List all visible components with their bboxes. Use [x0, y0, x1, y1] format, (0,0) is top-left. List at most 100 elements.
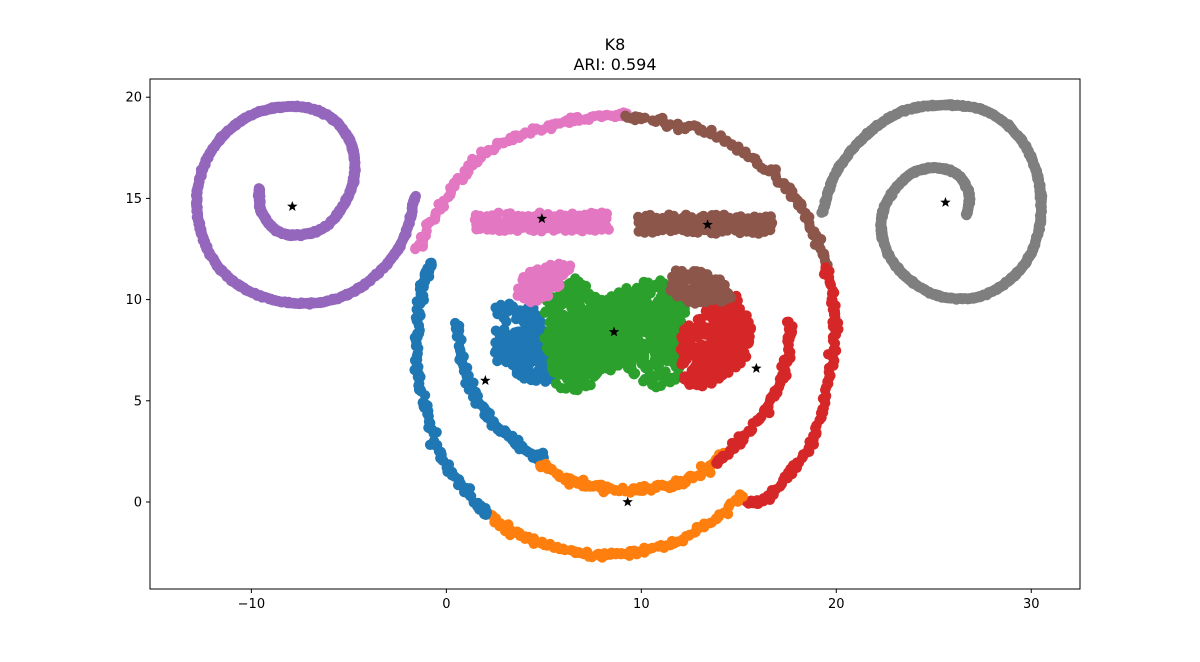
data-point — [521, 284, 532, 295]
data-point — [827, 331, 839, 343]
data-point — [720, 343, 732, 354]
data-point — [624, 550, 635, 561]
data-point — [545, 268, 556, 279]
data-point — [547, 302, 558, 314]
data-point — [449, 471, 460, 482]
data-point — [593, 548, 604, 559]
data-point — [526, 374, 537, 386]
data-point — [536, 451, 547, 462]
data-point — [529, 319, 540, 330]
data-point — [608, 342, 619, 353]
data-point — [550, 118, 562, 129]
data-point — [759, 164, 770, 175]
data-point — [638, 281, 650, 292]
data-point — [435, 446, 446, 457]
chart-subtitle: ARI: 0.594 — [573, 55, 656, 74]
data-point — [612, 110, 624, 122]
data-point — [661, 340, 672, 351]
data-point — [514, 305, 526, 316]
data-point — [415, 231, 427, 243]
data-point — [682, 269, 694, 280]
data-point — [817, 250, 829, 261]
y-tick-label: 15 — [125, 192, 142, 207]
data-point — [771, 384, 783, 395]
data-point — [695, 315, 706, 327]
data-point — [817, 393, 829, 404]
x-tick-label: −10 — [238, 597, 265, 612]
data-point — [743, 332, 754, 344]
data-point — [550, 378, 562, 389]
data-point — [726, 437, 738, 449]
data-point — [554, 543, 565, 555]
data-point — [615, 303, 627, 315]
data-point — [576, 371, 587, 383]
data-point — [751, 158, 763, 170]
data-point — [725, 292, 737, 303]
data-point — [683, 339, 694, 350]
data-point — [722, 508, 734, 520]
data-point — [649, 354, 660, 366]
data-point — [697, 296, 708, 307]
data-point — [781, 316, 793, 328]
data-point — [528, 533, 540, 544]
data-point — [655, 291, 667, 303]
data-point — [650, 382, 662, 393]
data-point — [669, 299, 680, 310]
data-point — [804, 223, 815, 234]
data-point — [556, 266, 567, 277]
data-point — [610, 549, 621, 560]
data-point — [770, 164, 781, 175]
data-point — [660, 374, 672, 385]
data-point — [410, 190, 421, 202]
data-point — [701, 347, 713, 358]
data-point — [577, 280, 588, 291]
data-point — [694, 327, 706, 338]
data-point — [572, 384, 583, 396]
data-point — [589, 340, 600, 351]
data-point — [424, 439, 436, 450]
centroid-star — [622, 496, 633, 507]
data-point — [695, 461, 707, 472]
data-point — [710, 321, 721, 332]
data-point — [472, 497, 484, 509]
data-point — [654, 283, 666, 294]
data-point — [733, 309, 744, 320]
data-point — [545, 327, 556, 339]
data-point — [499, 324, 510, 335]
data-point — [710, 209, 722, 221]
y-tick-label: 10 — [125, 293, 142, 308]
data-point — [592, 314, 603, 325]
data-point — [711, 132, 722, 143]
data-point — [570, 309, 581, 320]
data-point — [652, 331, 663, 342]
data-point — [632, 546, 643, 557]
centroid-star — [536, 213, 548, 224]
data-point — [685, 470, 696, 481]
data-point — [781, 370, 792, 381]
data-point — [450, 323, 462, 334]
data-point — [528, 225, 539, 236]
data-point — [511, 130, 522, 141]
data-point — [518, 293, 530, 304]
data-point — [419, 398, 431, 410]
data-point — [653, 541, 664, 552]
data-point — [706, 124, 717, 136]
data-point — [766, 485, 778, 496]
data-point — [772, 177, 783, 188]
data-point — [829, 308, 841, 320]
data-point — [786, 189, 798, 200]
data-point — [603, 224, 614, 235]
data-point — [504, 346, 515, 357]
data-point — [437, 455, 448, 466]
data-point — [710, 274, 721, 285]
data-point — [551, 347, 562, 359]
data-point — [592, 356, 603, 367]
data-point — [717, 363, 728, 375]
data-point — [755, 411, 766, 423]
data-point — [657, 112, 668, 124]
data-point — [493, 207, 504, 218]
x-tick-label: 20 — [828, 597, 845, 612]
data-point — [668, 326, 679, 337]
data-point — [582, 547, 593, 558]
